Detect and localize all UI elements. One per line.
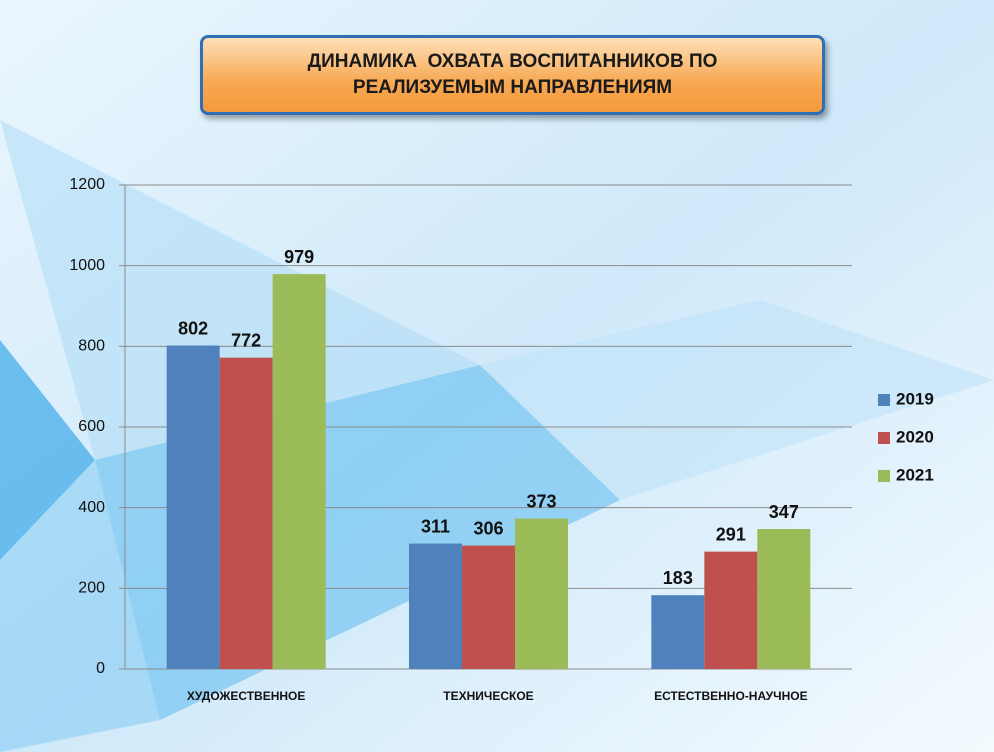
x-tick-label: ХУДОЖЕСТВЕННОЕ [187,689,305,703]
value-label: 306 [473,518,503,538]
bar [409,543,462,669]
x-tick-label: ТЕХНИЧЕСКОЕ [443,689,533,703]
bar [515,518,568,669]
y-tick-label: 0 [96,660,105,677]
legend-swatch [878,432,890,444]
legend-label: 2021 [896,465,934,484]
decor [480,300,994,500]
bar [166,345,220,669]
y-tick-label: 200 [78,580,105,597]
y-tick-label: 1200 [69,176,105,193]
y-tick-label: 800 [78,338,105,355]
title-box: ДИНАМИКА ОХВАТА ВОСПИТАННИКОВ ПО РЕАЛИЗУ… [200,35,825,115]
decor [0,460,160,752]
decor [0,340,95,560]
legend-swatch [878,394,890,406]
decor [0,120,480,460]
bar [219,357,273,669]
value-label: 347 [769,502,799,522]
value-label: 311 [421,516,450,536]
legend-label: 2019 [896,389,934,408]
bar [272,274,326,669]
value-label: 772 [231,330,261,350]
y-tick-label: 400 [78,499,105,516]
value-label: 802 [178,318,208,338]
y-tick-label: 600 [78,418,105,435]
chart-title: ДИНАМИКА ОХВАТА ВОСПИТАННИКОВ ПО РЕАЛИЗУ… [307,51,723,98]
x-tick-label: ЕСТЕСТВЕННО-НАУЧНОЕ [654,689,808,703]
value-label: 373 [526,491,556,511]
legend-label: 2020 [896,427,934,446]
bar [704,551,758,669]
bar [757,529,811,669]
bar [462,545,515,669]
bar [651,595,705,669]
value-label: 979 [284,247,314,267]
legend-swatch [878,470,890,482]
y-tick-label: 1000 [69,257,105,274]
value-label: 291 [716,524,746,544]
value-label: 183 [663,568,693,588]
